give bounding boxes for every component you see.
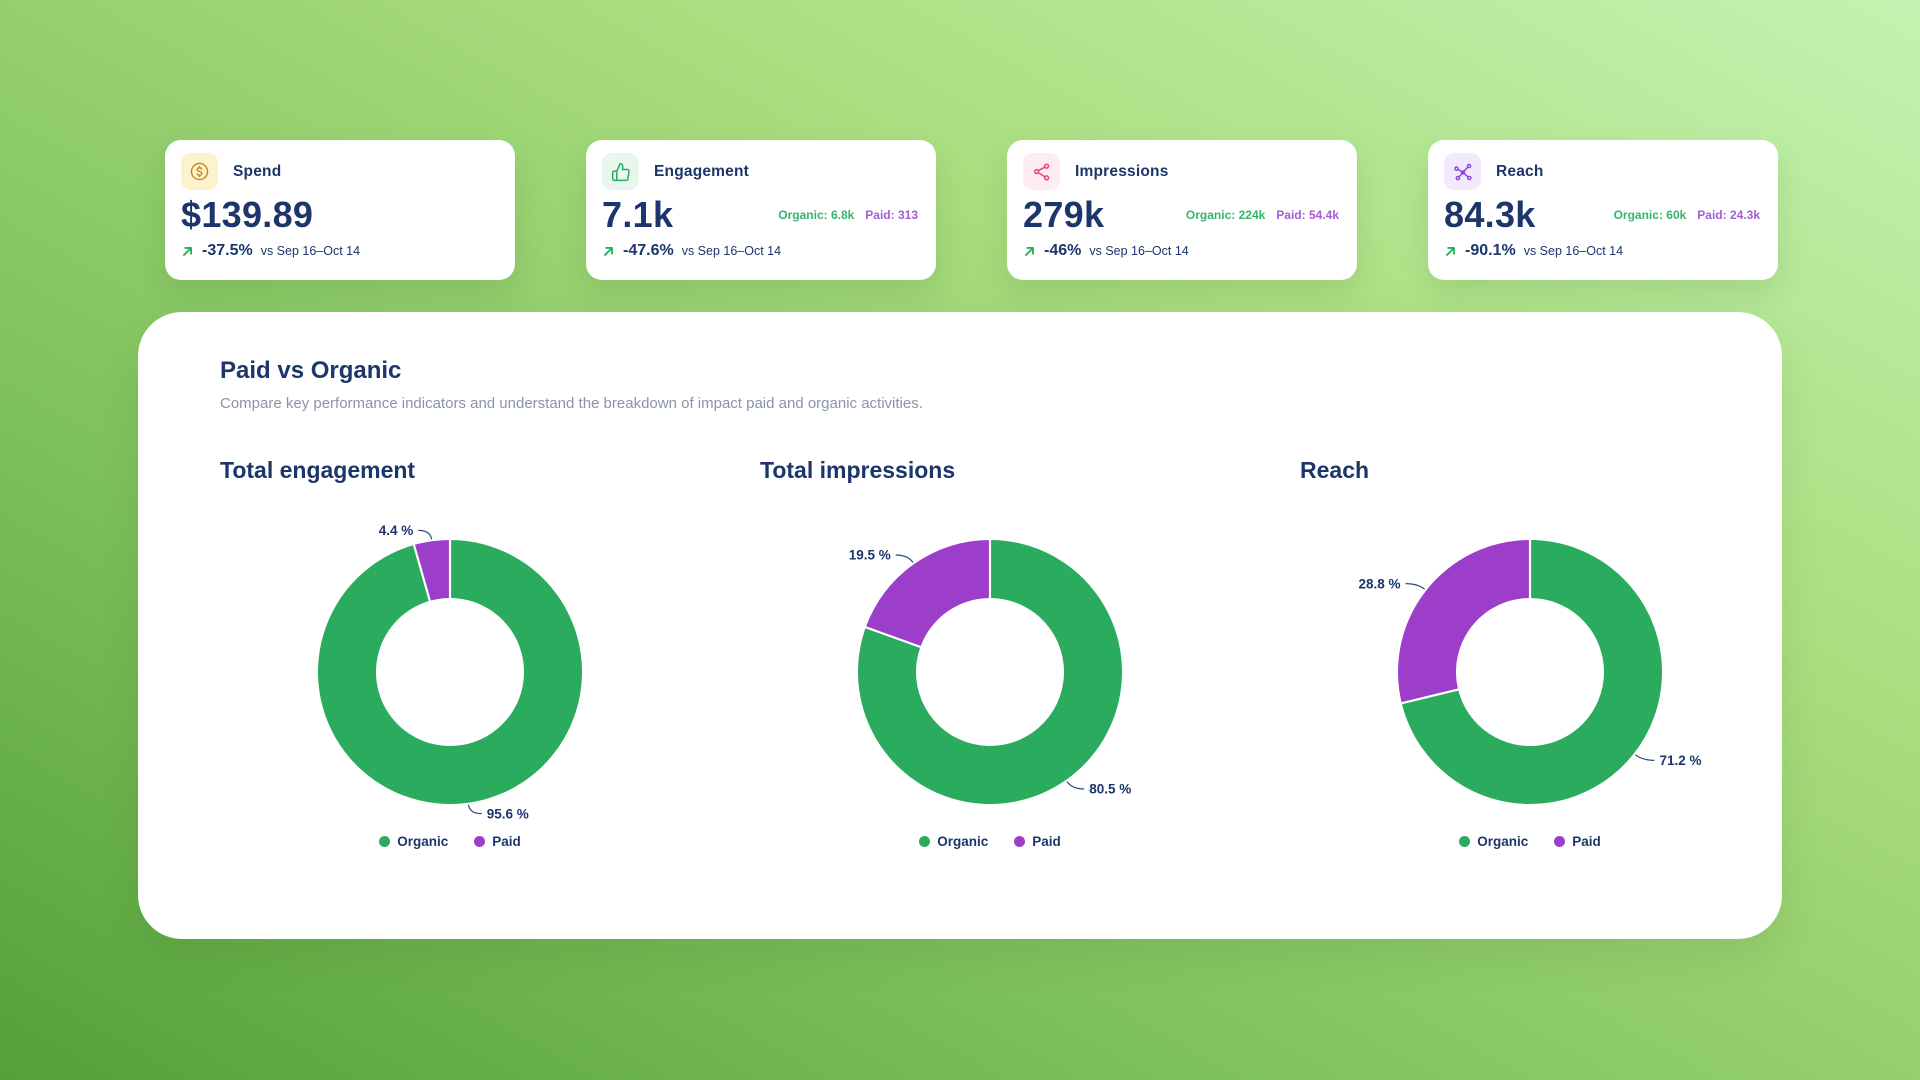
label-leader-line xyxy=(1405,583,1426,590)
card-value: 7.1k xyxy=(602,194,674,235)
legend-dot-paid xyxy=(1554,836,1566,847)
chart-title: Total impressions xyxy=(760,457,956,483)
trend-period: vs Sep 16–Oct 14 xyxy=(1523,244,1624,258)
slice-separator xyxy=(1399,687,1461,705)
card-label: Impressions xyxy=(1075,162,1169,180)
card-substats: Organic: 224k Paid: 54.4k xyxy=(1186,208,1339,222)
legend-label: Paid xyxy=(1032,834,1061,849)
chart-title: Total engagement xyxy=(220,457,416,483)
chart-legend: Organic Paid xyxy=(720,834,1260,849)
slice-label-organic: 71.2 % xyxy=(1659,753,1701,768)
label-leader-line xyxy=(418,529,433,540)
trend-period: vs Sep 16–Oct 14 xyxy=(260,244,361,258)
card-value: $139.89 xyxy=(181,194,314,235)
card-label: Engagement xyxy=(654,162,750,180)
chart-legend: Organic Paid xyxy=(1260,834,1782,849)
dollar-coin-icon xyxy=(189,161,210,182)
chart-legend: Organic Paid xyxy=(180,834,720,849)
donut-chart-block-total-impressions: Total impressions 80.5 % 19.5 % Organic Pa… xyxy=(720,457,1260,849)
label-leader-line xyxy=(1634,754,1655,761)
thumbs-up-icon xyxy=(611,162,631,182)
trend-up-arrow-icon xyxy=(602,245,615,258)
card-value: 84.3k xyxy=(1444,194,1536,235)
legend-item-organic[interactable]: Organic xyxy=(379,834,448,849)
paid-substat: Paid: 313 xyxy=(865,208,918,222)
legend-dot-organic xyxy=(379,836,391,847)
slice-label-paid: 4.4 % xyxy=(379,523,414,538)
kpi-card-impressions: Impressions 279k Organic: 224k Paid: 54.… xyxy=(1007,140,1357,280)
card-icon-box xyxy=(1444,153,1481,190)
card-substats: Organic: 6.8k Paid: 313 xyxy=(778,208,918,222)
legend-dot-organic xyxy=(1459,836,1471,847)
trend-value: -46% xyxy=(1044,242,1082,259)
slice-separator xyxy=(863,625,923,649)
slice-label-paid: 19.5 % xyxy=(849,548,891,563)
donut-chart-reach: 71.2 % 28.8 % xyxy=(1359,538,1701,804)
trend-period: vs Sep 16–Oct 14 xyxy=(681,244,782,258)
charts-row: Total engagement 95.6 % 4.4 % Organic Paid… xyxy=(180,457,1782,849)
donut-slice-organic[interactable] xyxy=(1401,540,1662,804)
page-title: Paid vs Organic xyxy=(220,357,402,384)
kpi-card-spend: Spend $139.89 -37.5% vs Sep 16–Oct 14 xyxy=(165,140,515,280)
legend-label: Organic xyxy=(397,834,449,849)
legend-dot-paid xyxy=(474,836,486,847)
scatter-dots-icon xyxy=(1032,162,1052,182)
donut-slice-paid[interactable] xyxy=(865,540,990,647)
legend-item-organic[interactable]: Organic xyxy=(919,834,988,849)
label-leader-line xyxy=(1066,781,1085,790)
legend-item-paid[interactable]: Paid xyxy=(474,834,521,849)
slice-label-organic: 80.5 % xyxy=(1089,782,1131,797)
legend-label: Organic xyxy=(1477,834,1529,849)
legend-item-paid[interactable]: Paid xyxy=(1014,834,1061,849)
card-icon-box xyxy=(602,153,639,190)
donut-slice-organic[interactable] xyxy=(858,540,1122,804)
trend-up-arrow-icon xyxy=(1023,245,1036,258)
donut-chart-block-total-engagement: Total engagement 95.6 % 4.4 % Organic Paid xyxy=(180,457,720,849)
trend-value: -47.6% xyxy=(623,242,674,259)
organic-substat: Organic: 6.8k xyxy=(778,208,855,222)
organic-substat: Organic: 60k xyxy=(1613,208,1687,222)
slice-label-paid: 28.8 % xyxy=(1359,576,1401,591)
donut-slice-organic[interactable] xyxy=(318,540,582,804)
donut-slice-paid[interactable] xyxy=(1398,540,1530,704)
kpi-card-reach: Reach 84.3k Organic: 60k Paid: 24.3k -90… xyxy=(1428,140,1778,280)
card-label: Reach xyxy=(1496,162,1544,180)
paid-vs-organic-panel: Paid vs Organic Compare key performance … xyxy=(138,312,1782,939)
trend-up-arrow-icon xyxy=(1444,245,1457,258)
donut-chart-total-impressions: 80.5 % 19.5 % xyxy=(849,538,1131,804)
panel-subtitle: Compare key performance indicators and u… xyxy=(220,395,923,412)
legend-dot-organic xyxy=(919,836,931,847)
paid-substat: Paid: 24.3k xyxy=(1697,208,1760,222)
legend-dot-paid xyxy=(1014,836,1026,847)
card-icon-box xyxy=(181,153,218,190)
chart-title: Reach xyxy=(1300,457,1370,483)
card-value: 279k xyxy=(1023,194,1105,235)
network-icon xyxy=(1453,162,1473,182)
card-substats: Organic: 60k Paid: 24.3k xyxy=(1614,208,1760,222)
label-leader-line xyxy=(895,554,914,563)
trend-up-arrow-icon xyxy=(181,245,194,258)
legend-label: Paid xyxy=(492,834,521,849)
label-leader-line xyxy=(467,804,482,815)
legend-item-paid[interactable]: Paid xyxy=(1554,834,1601,849)
card-icon-box xyxy=(1023,153,1060,190)
donut-slice-paid[interactable] xyxy=(413,540,450,601)
trend-value: -90.1% xyxy=(1465,242,1516,259)
trend-period: vs Sep 16–Oct 14 xyxy=(1089,244,1189,258)
legend-label: Organic xyxy=(937,834,989,849)
slice-label-organic: 95.6 % xyxy=(487,806,529,821)
kpi-card-engagement: Engagement 7.1k Organic: 6.8k Paid: 313 … xyxy=(586,140,936,280)
trend-value: -37.5% xyxy=(202,242,253,259)
paid-substat: Paid: 54.4k xyxy=(1276,208,1339,222)
slice-separator xyxy=(412,542,432,604)
legend-item-organic[interactable]: Organic xyxy=(1459,834,1528,849)
donut-chart-total-engagement: 95.6 % 4.4 % xyxy=(318,523,582,821)
card-label: Spend xyxy=(233,162,282,180)
organic-substat: Organic: 224k xyxy=(1185,208,1266,222)
legend-label: Paid xyxy=(1572,834,1601,849)
kpi-cards-row: Spend $139.89 -37.5% vs Sep 16–Oct 14 En… xyxy=(165,140,1778,280)
donut-chart-block-reach: Reach 71.2 % 28.8 % Organic Paid xyxy=(1260,457,1782,849)
